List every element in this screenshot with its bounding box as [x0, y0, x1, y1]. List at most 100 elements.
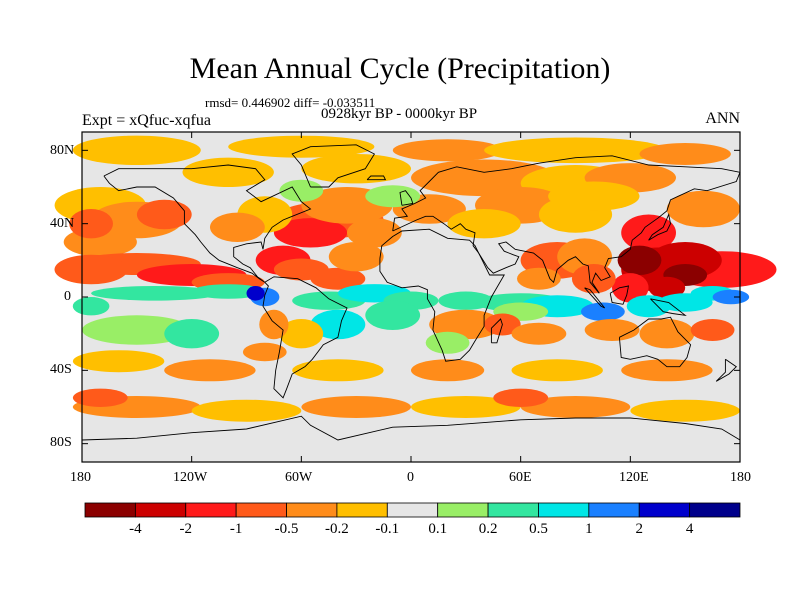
field-blob: [292, 359, 384, 382]
coastlines: [81, 144, 741, 441]
field-blob: [584, 319, 640, 341]
colorbar-label: -4: [129, 521, 142, 537]
coastline: [584, 287, 606, 309]
field-blob: [648, 276, 686, 299]
colorbar-swatch: [588, 502, 640, 518]
field-blob: [639, 143, 731, 165]
field-blob: [242, 342, 287, 362]
colorbar-label: -0.1: [375, 521, 400, 537]
field-blob: [72, 297, 110, 316]
colorbar-label: -1: [229, 521, 243, 537]
coastline: [103, 164, 312, 283]
coastline: [618, 316, 692, 368]
field-blob: [191, 284, 265, 299]
lat-label-40s: 40S: [50, 362, 72, 377]
field-blob: [54, 254, 128, 285]
coastline: [379, 228, 505, 362]
field-blob: [91, 286, 220, 301]
field-blob: [581, 302, 625, 321]
coastline: [715, 358, 738, 382]
field-blob: [301, 154, 412, 184]
lon-label-180e: 180: [730, 470, 751, 485]
field-blob: [712, 289, 750, 305]
field-blob: [548, 181, 640, 211]
colorbar-swatch: [638, 502, 691, 518]
lon-label-180w: 180: [70, 470, 91, 485]
field-blob: [511, 322, 567, 345]
field-blob: [690, 319, 735, 341]
coastline: [291, 144, 376, 188]
lat-label-80n: 80N: [50, 143, 75, 158]
field-blob: [517, 267, 561, 290]
coastline: [650, 298, 687, 316]
lon-label-60e: 60E: [509, 470, 532, 485]
coastline: [490, 318, 503, 344]
coastline: [648, 212, 671, 241]
lon-label-120e: 120E: [619, 470, 649, 485]
field-blob: [246, 286, 265, 301]
season-label: ANN: [705, 110, 740, 127]
lon-label-0: 0: [407, 470, 414, 485]
colorbar-label: -0.2: [325, 521, 349, 537]
field-blob: [365, 300, 421, 330]
field-blob: [666, 190, 741, 228]
lat-label-0: 0: [64, 289, 71, 304]
colorbar-label: -0.5: [274, 521, 299, 537]
stats-line: rmsd= 0.446902 diff= -0.033511: [205, 95, 376, 110]
colorbar-swatch: [487, 502, 539, 518]
field-blob: [182, 157, 274, 187]
experiment-label: Expt = xQfuc-xqfua: [82, 112, 211, 129]
field-blob: [621, 214, 676, 252]
colorbar-swatch: [84, 502, 136, 518]
colorbar-swatch: [437, 502, 489, 518]
field-blob: [639, 319, 695, 349]
field-blob: [310, 309, 366, 340]
field-blob: [310, 267, 366, 290]
field-blob: [164, 359, 256, 382]
field-blob: [72, 135, 201, 165]
field-blob: [411, 359, 485, 382]
colorbar-swatch: [336, 502, 388, 518]
coastline: [392, 155, 741, 294]
field-blob: [273, 218, 348, 248]
field-blob: [612, 273, 649, 303]
colorbar-swatch: [538, 502, 590, 518]
field-blob: [228, 135, 375, 158]
colorbar-label: 0.1: [428, 521, 448, 537]
field-blob: [520, 396, 631, 418]
field-blob: [493, 388, 549, 407]
coastline: [399, 190, 414, 206]
colorbar-swatch: [185, 502, 237, 518]
colorbar: [84, 502, 741, 518]
coastline: [609, 285, 630, 305]
field-blob: [392, 139, 503, 162]
colorbar-label: 0.2: [478, 521, 498, 537]
colorbar-label: -2: [179, 521, 193, 537]
field-blob: [164, 319, 220, 349]
coastline: [262, 276, 348, 399]
field-blob: [484, 137, 667, 164]
colorbar-swatch: [689, 502, 741, 518]
field-blob: [136, 199, 192, 230]
colorbar-label: 1: [585, 521, 593, 537]
field-blob: [511, 359, 603, 382]
field-blob: [447, 209, 521, 239]
period-label: 0928kyr BP - 0000kyr BP: [321, 106, 478, 122]
field-blob: [72, 350, 165, 373]
field-blob: [69, 209, 113, 239]
coastline: [81, 415, 741, 441]
field-blob: [279, 319, 324, 349]
field-blob: [411, 159, 558, 197]
colorbar-swatch: [386, 502, 439, 518]
precipitation-difference-field: [54, 132, 777, 462]
lon-label-120w: 120W: [173, 470, 208, 485]
lat-label-80s: 80S: [50, 435, 72, 450]
field-blob: [210, 212, 265, 242]
colorbar-label: 4: [685, 521, 694, 537]
field-blob: [259, 309, 289, 340]
field-blob: [425, 331, 470, 354]
colorbar-label: 2: [635, 521, 643, 537]
colorbar-label: 0.5: [529, 521, 548, 537]
field-blob: [621, 359, 713, 382]
